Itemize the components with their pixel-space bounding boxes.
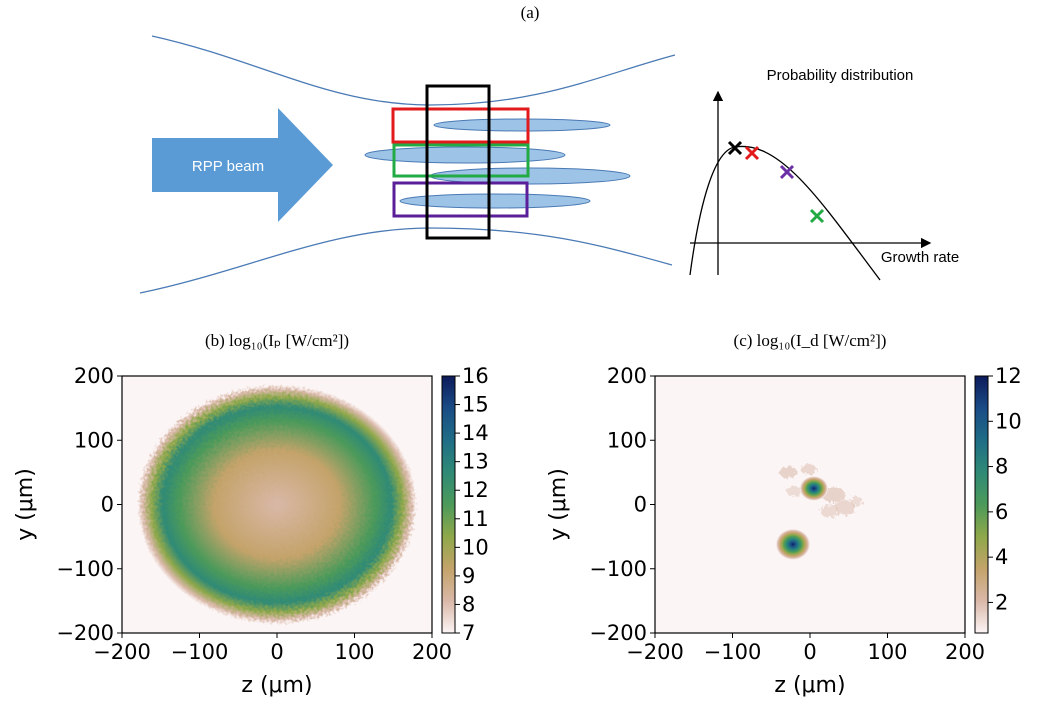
speckle bbox=[399, 193, 591, 209]
axis-label: Probability distribution bbox=[767, 67, 914, 84]
speckle bbox=[786, 486, 803, 497]
colorbar-tick-label: 12 bbox=[462, 478, 489, 502]
chart-title: (b) log₁₀(Iₚ [W/cm²]) bbox=[205, 331, 349, 350]
speckle bbox=[800, 464, 817, 475]
colorbar-tick-label: 10 bbox=[462, 535, 489, 559]
colorbar-tick-label: 8 bbox=[462, 592, 475, 616]
panel-a: (a) RPP beam Probability distribution Gr… bbox=[139, 3, 959, 294]
colorbar-tick-label: 16 bbox=[462, 364, 489, 388]
colorbar-tick-label: 11 bbox=[462, 507, 489, 531]
speckle bbox=[779, 466, 798, 479]
y-tick-label: 0 bbox=[101, 493, 114, 517]
x-tick-label: 0 bbox=[803, 640, 816, 664]
colorbar-tick-label: 13 bbox=[462, 450, 489, 474]
y-tick-label: −200 bbox=[56, 621, 114, 645]
colorbar-tick-label: 8 bbox=[995, 455, 1008, 479]
y-tick-label: 0 bbox=[634, 493, 647, 517]
region-box bbox=[392, 181, 529, 218]
y-tick-label: 100 bbox=[74, 428, 114, 452]
y-tick-label: 200 bbox=[607, 364, 647, 388]
colorbar-tick-label: 15 bbox=[462, 393, 489, 417]
x-tick-label: −100 bbox=[704, 640, 762, 664]
x-tick-label: 200 bbox=[412, 640, 452, 664]
colorbar-tick-label: 10 bbox=[995, 409, 1022, 433]
axis-label: Growth rate bbox=[881, 249, 959, 266]
plot-area bbox=[655, 376, 965, 633]
region-box bbox=[391, 107, 530, 144]
speckle bbox=[433, 118, 611, 132]
heatmap-b: 7 8 9 10 11 12 13 14 15 16 (b) log₁₀(Iₚ [W/cm²]) −2… bbox=[13, 331, 489, 698]
colorbar-tick-label: 14 bbox=[462, 421, 489, 445]
field bbox=[775, 464, 863, 560]
markers bbox=[727, 140, 825, 224]
x-tick-label: 200 bbox=[945, 640, 985, 664]
beam-edge bbox=[139, 227, 673, 294]
y-axis-label: y (μm) bbox=[13, 468, 38, 541]
colorbar-tick-label: 4 bbox=[995, 545, 1008, 569]
colorbar bbox=[974, 375, 989, 634]
x-tick-label: −100 bbox=[171, 640, 229, 664]
hot-spot bbox=[775, 528, 810, 560]
colorbar-tick-label: 7 bbox=[462, 621, 475, 645]
colorbar-tick-label: 2 bbox=[995, 590, 1008, 614]
colorbar bbox=[441, 375, 456, 634]
y-tick-label: 200 bbox=[74, 364, 114, 388]
beam-label: RPP beam bbox=[192, 158, 264, 175]
region-box bbox=[392, 143, 530, 178]
heatmap-c: 2 4 6 8 10 12 (c) log₁₀(I_d [W/cm²]) −200 −100 0 1… bbox=[546, 331, 1022, 698]
intensity-field bbox=[137, 384, 417, 625]
x-tick-label: 0 bbox=[270, 640, 283, 664]
x-tick-label: −200 bbox=[626, 640, 684, 664]
colorbar-tick-label: 6 bbox=[995, 500, 1008, 524]
y-tick-label: −100 bbox=[589, 557, 647, 581]
y-tick-label: −100 bbox=[56, 557, 114, 581]
x-axis-label: z (μm) bbox=[241, 673, 312, 698]
x-tick-label: 100 bbox=[334, 640, 374, 664]
speckle bbox=[850, 496, 863, 507]
panel-label: (a) bbox=[521, 3, 540, 22]
x-tick-label: 100 bbox=[867, 640, 907, 664]
x-tick-label: −200 bbox=[93, 640, 151, 664]
colorbar-tick-label: 12 bbox=[995, 364, 1022, 388]
region-box bbox=[425, 84, 491, 240]
beam-arrow bbox=[152, 108, 333, 222]
speckle bbox=[820, 504, 839, 518]
y-axis-label: y (μm) bbox=[546, 468, 571, 541]
hot-spot bbox=[799, 476, 828, 501]
speckle bbox=[364, 146, 566, 164]
y-tick-label: −200 bbox=[589, 621, 647, 645]
field bbox=[137, 384, 417, 625]
y-tick-label: 100 bbox=[607, 428, 647, 452]
x-axis-label: z (μm) bbox=[774, 673, 845, 698]
colorbar-tick-label: 9 bbox=[462, 564, 475, 588]
beam-edge bbox=[151, 35, 676, 106]
chart-title: (c) log₁₀(I_d [W/cm²]) bbox=[734, 331, 887, 350]
speckle bbox=[834, 500, 855, 516]
